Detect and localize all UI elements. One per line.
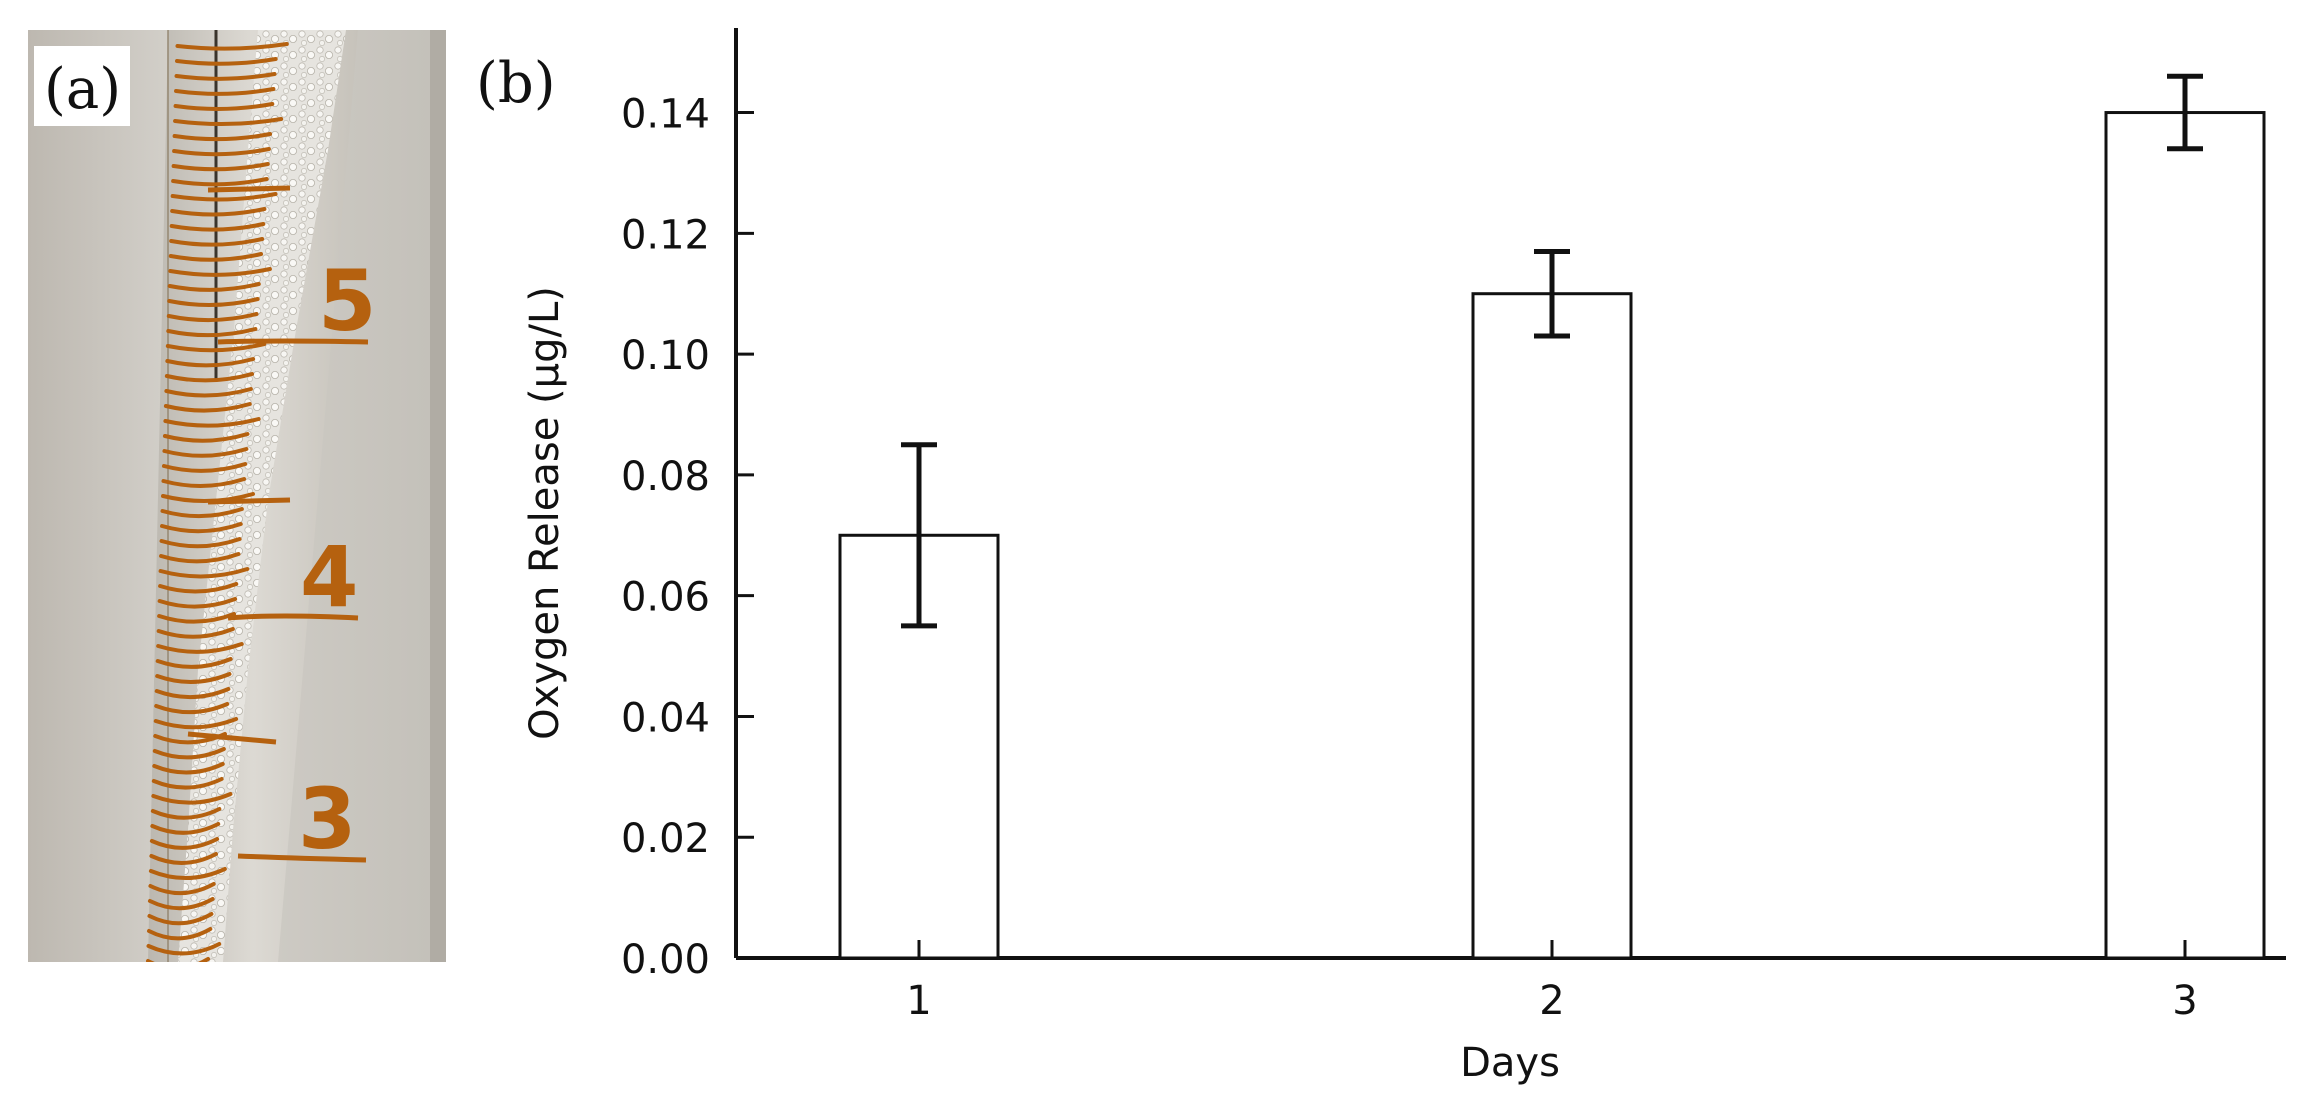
graduation-tick <box>159 537 242 549</box>
graduation-tick <box>163 417 261 428</box>
graduation-tick <box>170 192 278 202</box>
graduation-tick <box>146 927 213 941</box>
graduation-tick <box>171 177 269 187</box>
graduation-tick <box>162 432 250 443</box>
graduation-tick <box>174 72 277 81</box>
y-tick-label: 0.12 <box>621 212 710 258</box>
graduation-tick <box>169 222 266 232</box>
graduation-tick <box>161 462 248 473</box>
graduation-tick <box>151 777 224 790</box>
graduation-tick <box>175 57 278 66</box>
graduation-tick <box>166 327 258 338</box>
graduation-tick <box>152 762 225 775</box>
y-tick-label: 0.08 <box>621 454 710 500</box>
graduation-tick <box>164 387 253 398</box>
graduation-tick <box>169 237 265 247</box>
oxygen-release-chart: (b) 0.00 0.02 0.04 0.06 0.08 0.10 0.12 0.14 1 2 3 … <box>460 0 2316 1108</box>
graduation-tick <box>154 687 231 700</box>
graduation-tick <box>147 912 214 926</box>
graduation-tick <box>161 477 247 488</box>
y-tick-label: 0.00 <box>621 937 710 983</box>
graduation-tick <box>175 42 289 51</box>
graduation-tick <box>167 282 261 292</box>
graduation-tick <box>149 837 220 850</box>
graduation-tick <box>155 672 232 684</box>
graduation-tick <box>160 522 243 534</box>
graduation-tick <box>147 897 215 911</box>
chart-svg: (b) 0.000.020.040.060.080.100.120.141 2 3 … <box>476 28 2286 1086</box>
graduation-tick <box>163 402 252 413</box>
bar <box>1471 292 1633 960</box>
graduation-tick <box>148 867 227 881</box>
bar <box>2104 111 2266 960</box>
graduation-tick <box>153 717 239 730</box>
graduation-tick <box>171 162 270 172</box>
x-axis-label: Days <box>1460 1040 1560 1086</box>
graduation-tick <box>168 252 264 262</box>
x-tick-label: 1 <box>906 978 931 1024</box>
graduation-tick <box>159 552 241 564</box>
graduation-tick <box>170 207 267 217</box>
panel-a-label: (a) <box>44 57 121 122</box>
graduation-tick <box>162 447 249 458</box>
graduation-tick <box>173 117 284 127</box>
scale-mark-5: 5 <box>318 252 376 350</box>
graduation-tick <box>158 582 239 594</box>
graduation-tick <box>150 807 222 820</box>
y-axis-label: Oxygen Release (µg/L) <box>522 286 568 740</box>
graduation-tick <box>158 567 250 579</box>
graduation-tick <box>164 372 255 383</box>
graduation-tick <box>152 747 226 760</box>
y-tick-label: 0.02 <box>621 816 710 862</box>
graduation-tick <box>146 942 222 956</box>
graduation-tick <box>160 507 244 519</box>
y-tick-label: 0.04 <box>621 695 710 741</box>
y-tick-label: 0.10 <box>621 333 710 379</box>
graduation-tick <box>151 792 233 805</box>
y-tick-label: 0.14 <box>621 92 710 138</box>
y-tick-label: 0.06 <box>621 575 710 621</box>
x-tick-label: 2 <box>1539 978 1564 1024</box>
graduation-tick <box>165 342 267 353</box>
graduation-tick <box>172 147 271 157</box>
graduation-tick <box>149 852 218 865</box>
graduation-tick <box>146 957 211 962</box>
graduation-tick <box>166 312 259 323</box>
scale-mark-3: 3 <box>298 770 356 868</box>
cylinder-photo: 5 4 3 (a) <box>28 30 446 962</box>
graduation-tick <box>154 702 230 715</box>
graduation-tick <box>173 102 275 111</box>
graduation-tick <box>156 627 235 639</box>
cylinder-photo-image: 5 4 3 (a) <box>28 30 446 962</box>
scale-mark-4: 4 <box>300 528 358 626</box>
panel-b-label: (b) <box>476 51 556 116</box>
graduation-tick <box>167 297 260 307</box>
graduation-tick <box>150 822 221 835</box>
graduation-tick <box>148 882 216 896</box>
graduation-tick <box>155 657 233 669</box>
graduation-tick <box>172 132 273 142</box>
graduation-tick <box>157 597 238 609</box>
x-tick-label: 3 <box>2172 978 2197 1024</box>
graduation-tick <box>165 357 256 368</box>
graduation-tick <box>156 642 244 654</box>
graduation-tick <box>168 267 272 277</box>
graduation-tick <box>157 612 236 624</box>
graduation-tick <box>174 87 276 96</box>
